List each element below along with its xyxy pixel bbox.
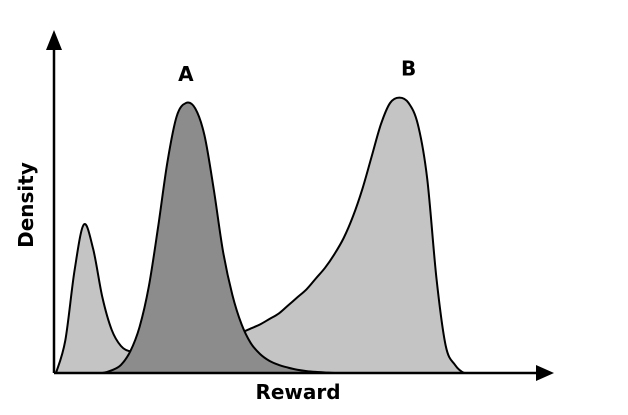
- x-axis-label: Reward: [255, 380, 340, 404]
- density-areas: [55, 96, 521, 374]
- density-area-b: [55, 96, 521, 374]
- peak-label-b: B: [401, 57, 416, 81]
- y-axis-label: Density: [14, 162, 38, 248]
- peak-labels: A B: [178, 57, 416, 86]
- x-axis-arrow-icon: [536, 365, 554, 381]
- y-axis-arrow-icon: [46, 30, 62, 50]
- peak-label-a: A: [178, 62, 194, 86]
- axes: [46, 30, 554, 381]
